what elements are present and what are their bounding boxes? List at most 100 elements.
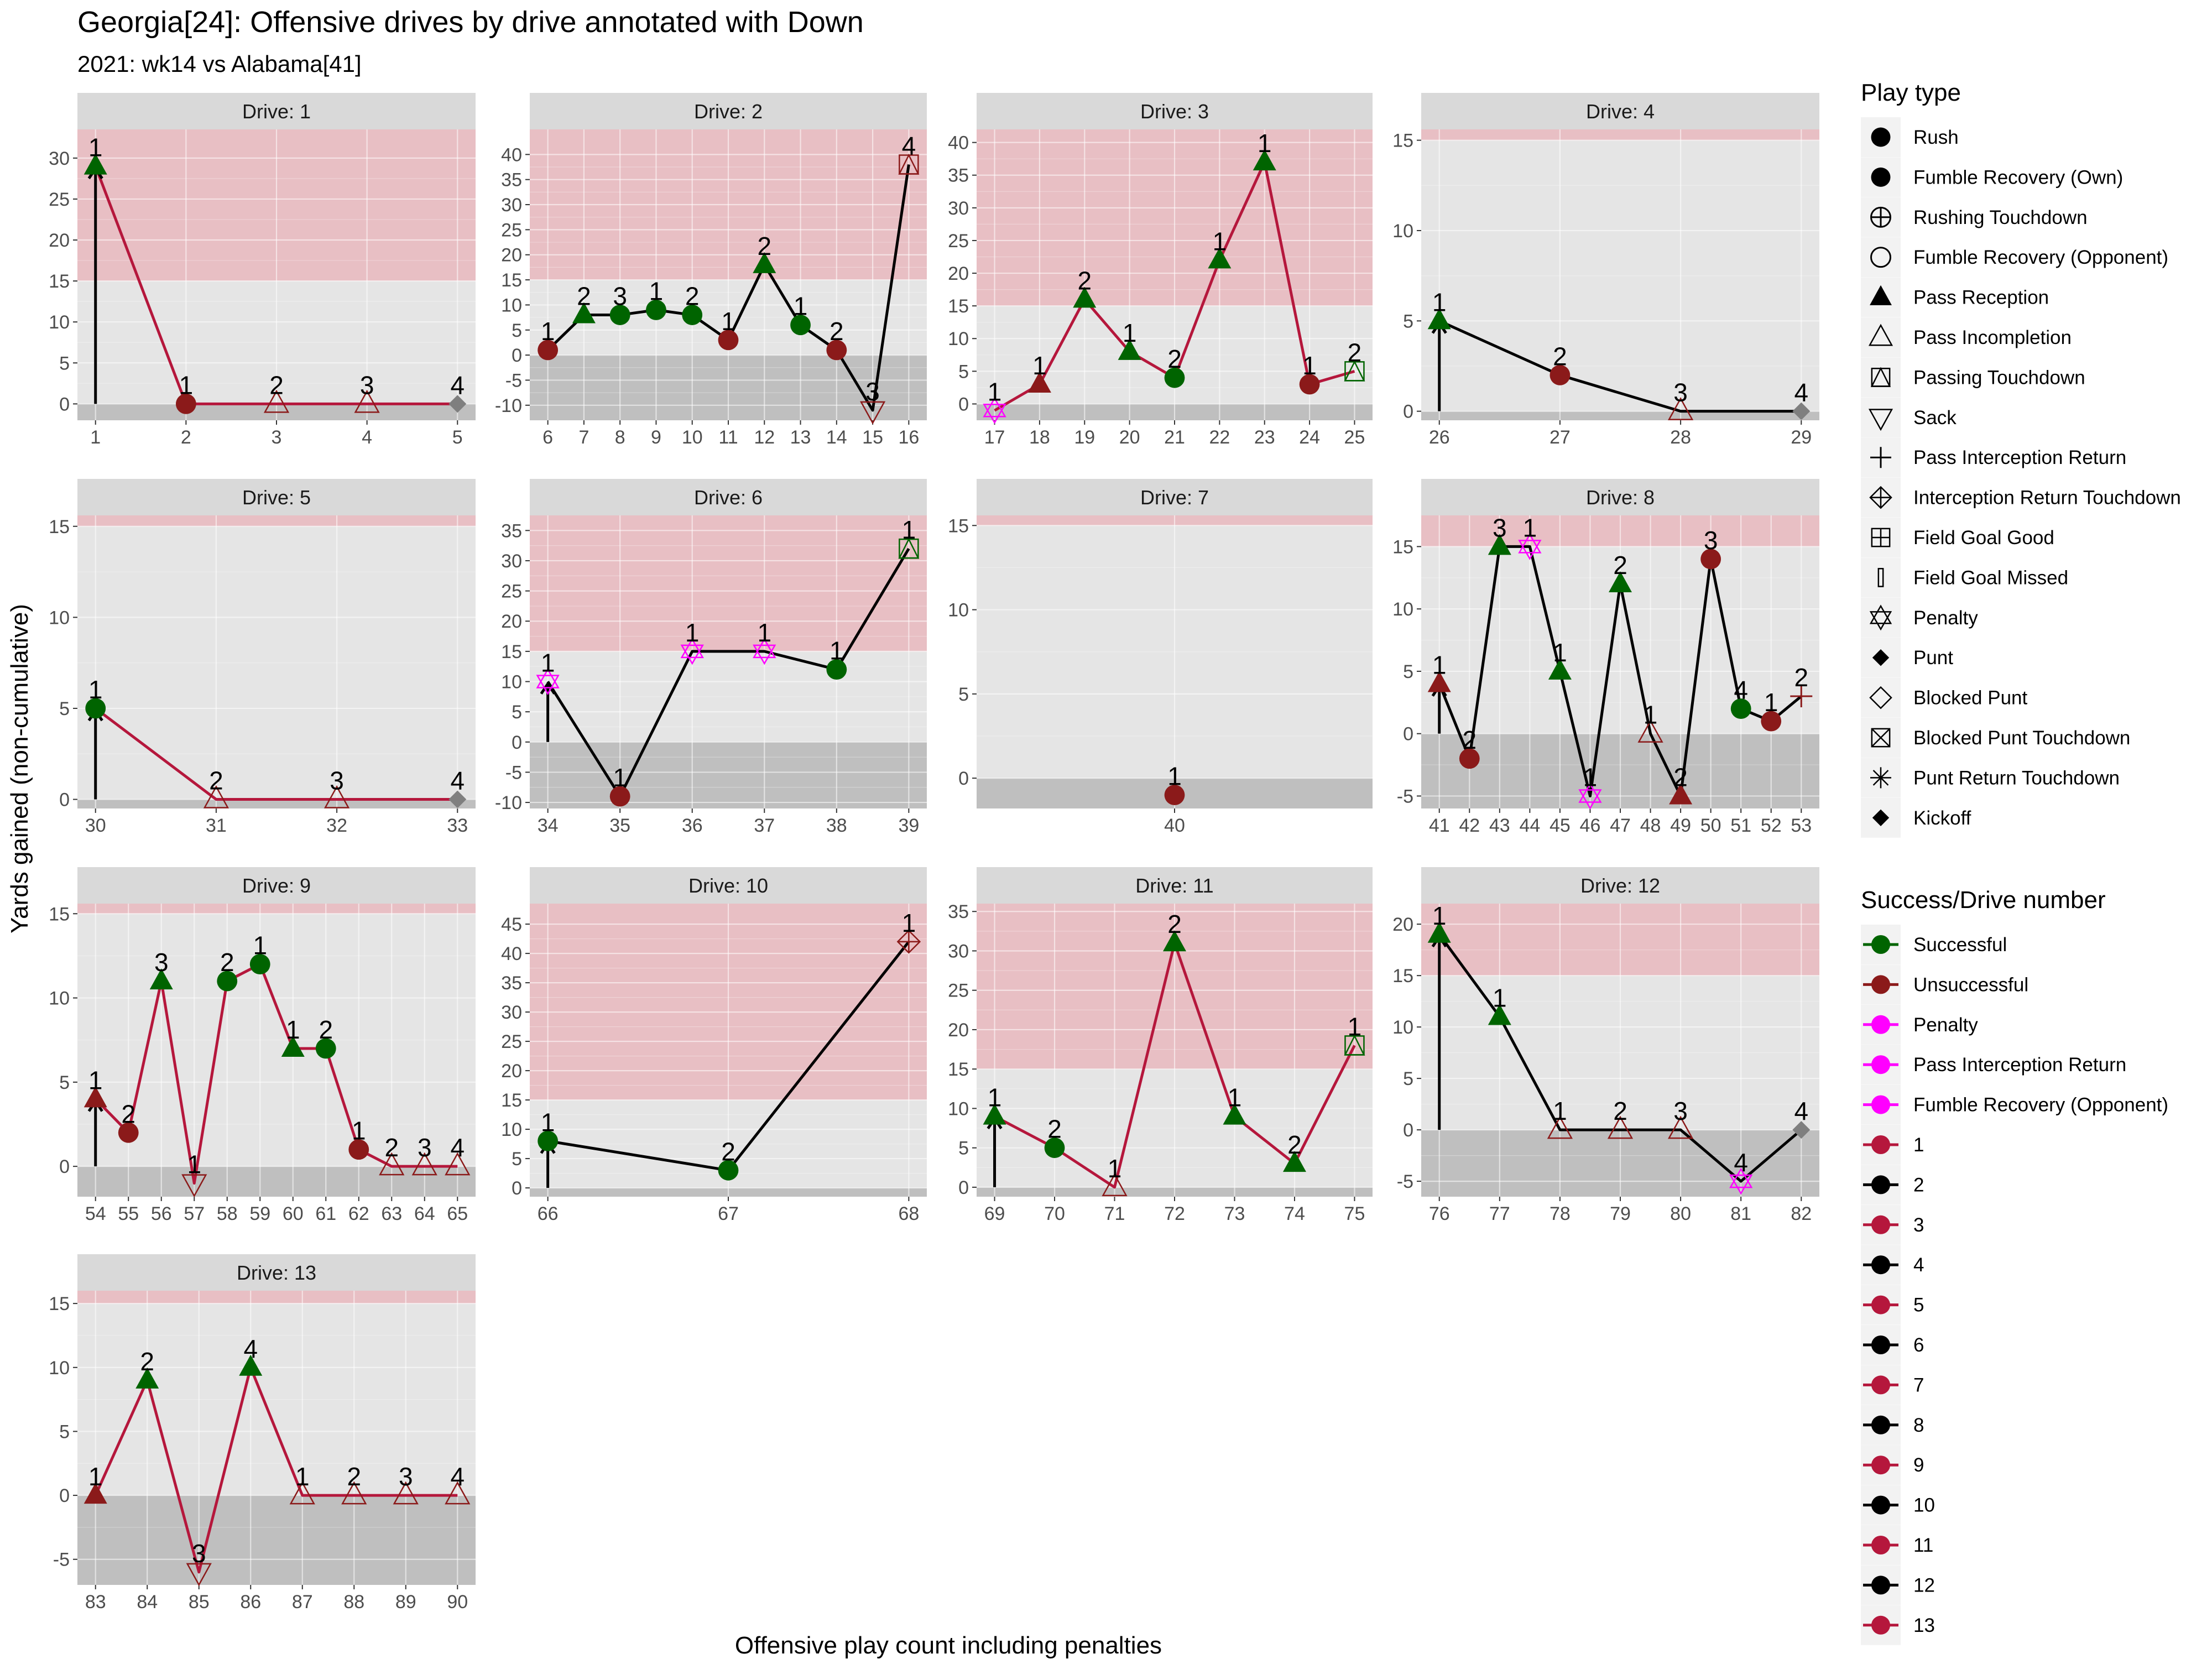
x-tick-label: 85 [189,1592,210,1613]
x-tick-label: 46 [1580,815,1601,836]
play-marker-triangle [354,389,380,413]
play-marker-circle [175,393,196,414]
y-tick-label: 0 [512,1178,522,1199]
legend-success-drive-item: 11 [1861,1525,1933,1565]
panel-strip-label: Drive: 4 [1586,100,1655,123]
legend-play-type-label: Penalty [1913,607,1978,629]
down-label: 4 [450,1133,465,1162]
panel-strip [530,93,927,129]
play-marker-triangle [1118,338,1141,360]
play-marker-triangle [1427,308,1451,330]
panel-background [1421,129,1819,420]
y-tick-label: 5 [1403,1068,1413,1089]
legend-key-symbol-square [1871,728,1891,748]
down-label: 1 [1764,688,1778,717]
x-tick-label: 14 [826,427,847,448]
x-tick-label: 59 [249,1203,270,1224]
legend-success-drive-item: 13 [1861,1605,1935,1645]
y-tick-label: 15 [49,904,70,925]
legend-key-dot [1871,1335,1890,1354]
down-label: 2 [577,282,591,311]
x-tick-label: 17 [984,427,1005,448]
panel-drive-11: Drive: 11 0 5 10 15 20 25 30 35 69 70 71 72 73 74 75 1 2 1… [948,867,1373,1224]
y-tick-label: 20 [501,245,522,266]
legend-play-type-item: Punt [1861,638,1953,678]
down-label: 4 [1734,676,1748,705]
play-marker-triangle [239,1354,263,1376]
gridlines [977,904,1373,1197]
play-marker [181,1174,207,1198]
down-label: 1 [352,1117,366,1145]
play-marker-circle [1299,374,1320,395]
y-tick-label: 5 [1403,661,1413,682]
play-marker [84,1483,107,1504]
x-tick-label: 34 [538,815,559,836]
panel-strip [77,479,476,515]
down-label: 1 [721,307,735,336]
play-marker-triangle [898,538,920,559]
y-tick-label: 45 [501,914,522,935]
play-marker-triangle-up [1729,1167,1753,1188]
down-label: 2 [140,1347,154,1376]
legend-success-drive-label: Pass Interception Return [1913,1054,2126,1076]
drive-line [1438,320,1802,413]
down-label: 3 [330,766,344,795]
play-marker-triangle [1488,1004,1511,1025]
play-marker [1344,360,1365,382]
play-marker [411,1152,437,1176]
panel-drive-13: Drive: 13 -5 0 5 10 15 83 84 85 86 87 88 89 90 1 2 3 4 1 2 3… [49,1254,476,1613]
down-label: 2 [1613,1097,1627,1125]
down-label: 1 [541,317,555,346]
legend-key-symbol [1869,686,1892,709]
y-tick-label: 30 [948,198,969,219]
y-tick-label: 0 [958,394,969,415]
play-marker-triangle [445,1481,471,1505]
play-marker-triangle [1163,930,1186,952]
legend-play-type-title: Play type [1861,79,1961,106]
play-marker-triangle [572,302,596,324]
legend-key-symbol [1871,728,1891,748]
down-label: 2 [1673,763,1688,791]
play-marker-triangle-down [1729,1174,1753,1195]
legend-success-drive-item: Successful [1861,925,2007,964]
down-label: 2 [1794,663,1808,692]
play-marker [1637,719,1663,743]
y-tick-label: 10 [948,600,969,621]
x-tick-label: 26 [1429,427,1450,448]
down-label: 1 [286,1015,300,1044]
legend-success-drive-item: 3 [1861,1204,1924,1245]
x-tick-label: 74 [1284,1203,1305,1224]
play-marker-circle [249,954,270,975]
play-marker [898,538,920,559]
play-marker [1607,1115,1634,1139]
y-tick-label: 35 [501,973,522,994]
down-label: 1 [88,1462,103,1491]
play-marker-triangle [1282,1151,1306,1172]
x-tick-label: 62 [348,1203,369,1224]
legend-key-symbol [1870,285,1892,305]
play-marker [1163,930,1186,952]
play-marker [896,930,921,954]
play-marker-triangle [1253,149,1276,171]
play-marker [1790,685,1813,708]
play-marker [1729,1167,1753,1195]
down-label: 1 [1553,638,1567,667]
down-label: 1 [88,133,103,162]
legend-key-symbol [1870,367,1891,387]
y-tick-label: 20 [501,611,522,632]
y-tick-label: 10 [948,1098,969,1119]
y-tick-label: 15 [948,515,969,536]
play-marker [859,401,886,425]
play-marker-triangle [1027,371,1051,393]
panel-strip-label: Drive: 2 [694,100,763,123]
down-label: 1 [1213,227,1227,255]
legend-key-symbol-diamond [1869,686,1892,709]
play-marker [1282,1151,1306,1172]
x-tick-label: 44 [1519,815,1540,836]
x-tick-label: 15 [862,427,883,448]
play-marker-circle [348,1139,369,1160]
legend-key-dot [1871,1215,1890,1234]
legend-success-drive-label: 5 [1913,1295,1924,1316]
down-label: 1 [1432,288,1447,316]
panel-drive-6: Drive: 6 -10 -5 0 5 10 15 20 25 30 35 34 35 36 37 38 39 1… [495,479,927,836]
